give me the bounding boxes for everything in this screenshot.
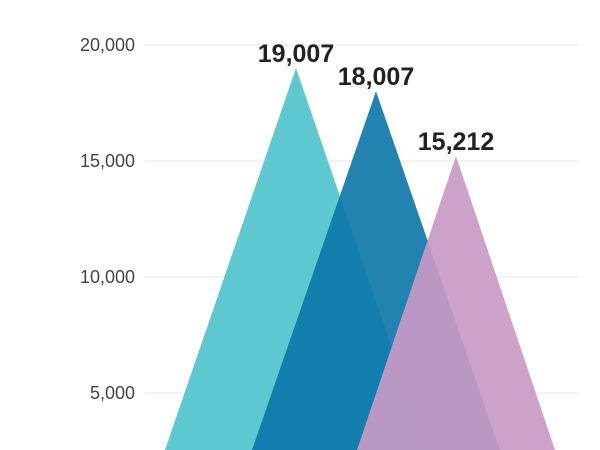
data-label-1: 19,007 bbox=[258, 40, 334, 68]
y-tick-label: 15,000 bbox=[80, 151, 135, 171]
triangle-mark-3 bbox=[357, 156, 555, 450]
y-tick-label: 20,000 bbox=[80, 35, 135, 55]
y-tick-label: 5,000 bbox=[90, 383, 135, 403]
data-label-3: 15,212 bbox=[418, 128, 494, 156]
y-axis: 20,000 15,000 10,000 5,000 bbox=[80, 35, 135, 403]
data-label-2: 18,007 bbox=[338, 63, 414, 91]
y-tick-label: 10,000 bbox=[80, 267, 135, 287]
triangle-marks bbox=[165, 68, 555, 450]
